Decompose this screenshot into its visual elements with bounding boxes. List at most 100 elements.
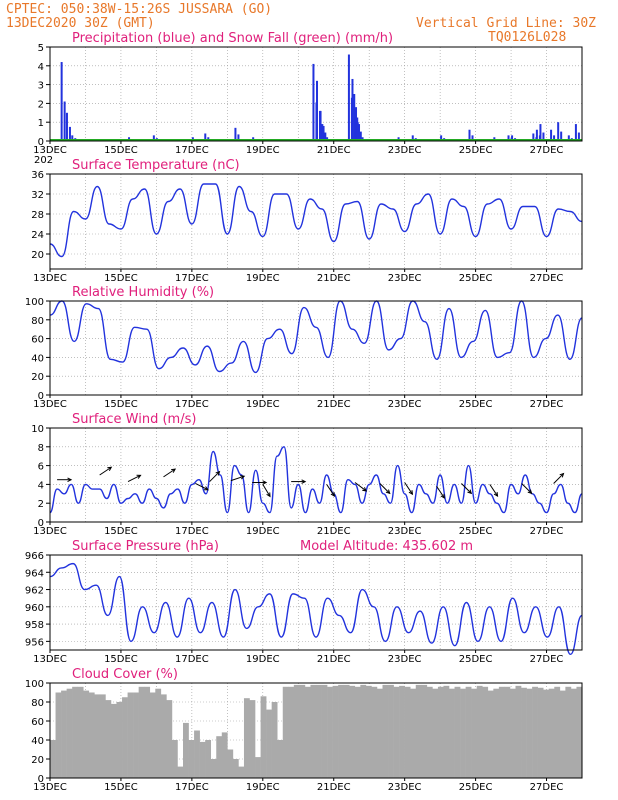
wind-arrow-head [440, 493, 445, 499]
cloud-bar [515, 685, 522, 778]
press-panel: 956 958 960 962 964 966 Surface Pressure (hPa)… [25, 539, 583, 665]
precip-ytick-label: 4 [38, 62, 44, 73]
cloud-bar [227, 749, 234, 778]
cloud-bar [321, 684, 328, 778]
precip-bar [356, 122, 359, 141]
cloud-bar [171, 740, 178, 778]
temp-xtick-label: 21DEC [317, 273, 351, 284]
precip-title: Precipitation (blue) and Snow Fall (gree… [72, 31, 393, 46]
precip-bar [234, 127, 237, 141]
precip-bar [577, 132, 580, 141]
cloud-bar [160, 694, 167, 778]
wind-arrow [489, 484, 498, 497]
cloud-xtick-label: 17DEC [175, 782, 209, 793]
cloud-bar [404, 686, 411, 778]
cloud-bar [105, 700, 112, 778]
precip-bar [351, 78, 354, 141]
cloud-xtick-label: 27DEC [530, 782, 564, 793]
rh-title: Relative Humidity (%) [72, 285, 214, 300]
wind-xtick-label: 25DEC [459, 526, 493, 537]
temp-series-line [49, 183, 583, 258]
temp-ytick-label: 32 [31, 190, 44, 201]
precip-bar [152, 135, 155, 141]
precip-bar [511, 135, 514, 141]
cloud-bar [144, 686, 151, 778]
cloud-bar [210, 759, 217, 778]
press-ytick-label: 966 [25, 551, 44, 562]
temp-ytick-label: 36 [31, 170, 44, 181]
cloud-bar [548, 688, 555, 778]
stray-year-label: 202 [34, 155, 53, 166]
precip-xtick-label: 17DEC [175, 145, 209, 156]
press-xtick-label: 17DEC [175, 654, 209, 665]
cloud-bar [426, 686, 433, 778]
rh-ytick-label: 60 [31, 335, 44, 346]
cloud-bar [316, 684, 322, 778]
wind-arrow-head [215, 470, 221, 476]
precip-bar [321, 124, 324, 141]
press-ytick-label: 956 [25, 637, 44, 648]
panels-group: 0 1 2 3 4 5 Precipitation (blue) and Snow Fall… [25, 31, 583, 793]
cloud-bar [509, 688, 516, 778]
precip-xtick-label: 27DEC [530, 145, 564, 156]
precip-ytick-label: 2 [38, 99, 44, 110]
rh-ytick-label: 20 [31, 372, 44, 383]
wind-arrow [230, 475, 245, 482]
wind-arrow-head [527, 489, 533, 495]
precip-xtick-label: 13DEC [33, 145, 67, 156]
press-xtick-label: 13DEC [33, 654, 67, 665]
cloud-bar [393, 686, 400, 778]
cloud-bar [66, 688, 73, 778]
run-date: 13DEC2020 30Z (GMT) [6, 16, 155, 31]
temp-xtick-label: 19DEC [246, 273, 280, 284]
temp-xtick-label: 15DEC [104, 273, 138, 284]
wind-xtick-label: 13DEC [33, 526, 67, 537]
cloud-bar [388, 684, 394, 778]
precip-xtick-label: 15DEC [104, 145, 138, 156]
cloud-bar [304, 686, 311, 778]
temp-xtick-label: 23DEC [388, 273, 422, 284]
cloud-bar [504, 686, 511, 778]
cloud-bar [110, 703, 117, 778]
cloud-xtick-label: 23DEC [388, 782, 422, 793]
cloud-title: Cloud Cover (%) [72, 667, 178, 682]
cloud-bar [521, 687, 527, 778]
cloud-ytick-label: 40 [31, 736, 44, 747]
cloud-bar [432, 688, 439, 778]
precip-xtick-label: 19DEC [246, 145, 280, 156]
temp-title: Surface Temperature (nC) [72, 158, 240, 173]
cloud-bar [238, 766, 245, 778]
wind-xtick-label: 15DEC [104, 526, 138, 537]
wind-arrow-head [559, 472, 565, 478]
cloud-bar [532, 686, 538, 778]
wind-arrow [553, 473, 564, 484]
precip-bar [567, 135, 570, 141]
precip-bar [411, 135, 414, 141]
wind-xtick-label: 17DEC [175, 526, 209, 537]
temp-frame [49, 173, 583, 270]
cloud-bar [465, 686, 472, 778]
cloud-bar [360, 684, 367, 778]
precip-bar [347, 54, 350, 141]
cloud-bar [482, 686, 489, 778]
cloud-bar [205, 740, 212, 778]
wind-frame [49, 427, 583, 523]
rh-xtick-label: 27DEC [530, 399, 564, 410]
precip-frame [49, 46, 583, 142]
precip-xtick-label: 21DEC [317, 145, 351, 156]
cloud-bar [293, 684, 300, 778]
cloud-bar [127, 692, 134, 778]
precip-ytick-label: 0 [38, 137, 44, 148]
wind-arrow [99, 466, 112, 476]
rh-frame [49, 300, 583, 396]
press-xtick-label: 27DEC [530, 654, 564, 665]
precip-bar [358, 124, 361, 141]
cloud-bar [282, 686, 289, 778]
rh-ytick-label: 80 [31, 316, 44, 327]
press-series-line [49, 562, 583, 656]
cloud-frame [49, 682, 583, 779]
precip-bar [68, 126, 71, 141]
cloud-bar [177, 766, 184, 778]
cloud-bar [266, 709, 272, 778]
